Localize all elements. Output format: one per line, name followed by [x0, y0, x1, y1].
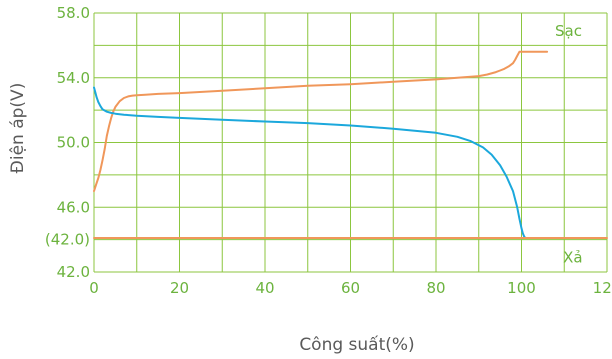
x-tick-label: 40 [255, 279, 274, 297]
y-tick-label: 42.0 [57, 263, 90, 281]
series-annotation: Sạc [555, 22, 582, 40]
x-tick-label: 0 [89, 279, 99, 297]
series-lines [93, 50, 608, 239]
charge-series-line [93, 50, 549, 193]
x-tick-label: 80 [426, 279, 445, 297]
x-tick-label: 100 [507, 279, 536, 297]
y-tick-label: 54.0 [57, 69, 90, 87]
y-tick-labels: 42.0 (42.0) 46.0 50.0 54.0 58.0 [45, 4, 90, 281]
discharge-series-line [93, 86, 527, 239]
y-tick-label: 58.0 [57, 4, 90, 22]
y-tick-label: 46.0 [57, 198, 90, 216]
x-tick-label: 60 [341, 279, 360, 297]
grid-lines [93, 12, 608, 273]
x-tick-label: 120 [593, 279, 612, 297]
x-tick-label: 20 [170, 279, 189, 297]
x-tick-labels: 0 20 40 60 80 100 120 [89, 279, 612, 297]
x-axis-label: Công suất(%) [299, 334, 414, 355]
y-tick-label: 50.0 [57, 134, 90, 152]
y-axis-label: Điện áp(V) [8, 83, 28, 174]
annotations: Sạc Xả [555, 22, 582, 267]
y-tick-label: (42.0) [45, 231, 90, 249]
series-annotation: Xả [563, 248, 582, 266]
